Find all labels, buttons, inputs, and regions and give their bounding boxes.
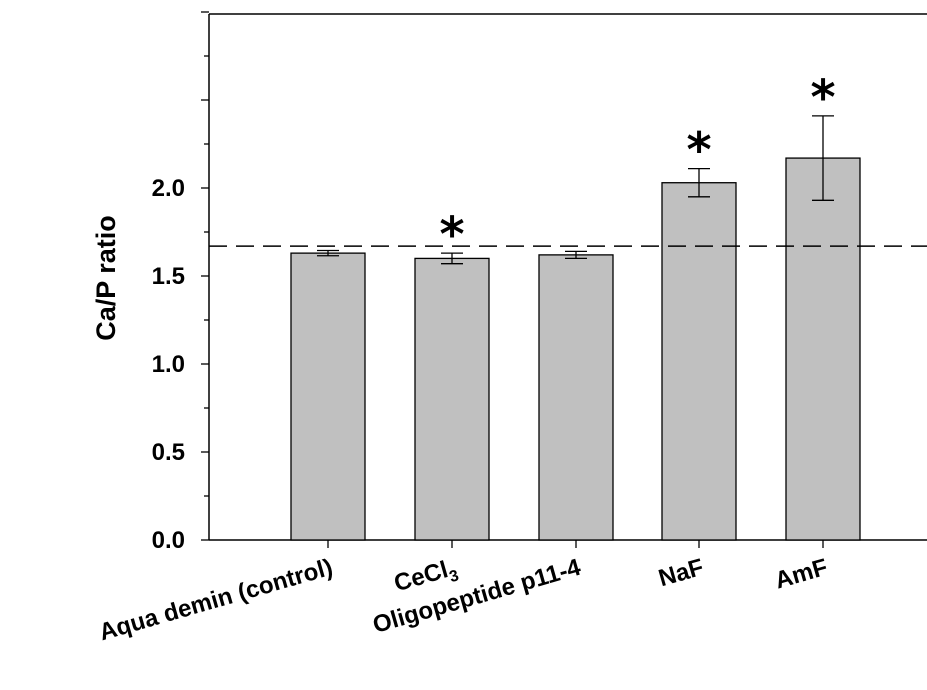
bar [414, 257, 490, 541]
significance-marker: * [439, 207, 464, 263]
x-category-label: AmF [772, 554, 831, 595]
y-tick-label: 2.0 [152, 175, 185, 202]
y-tick-label: 0.5 [152, 439, 185, 466]
y-tick-label: 0.0 [152, 527, 185, 554]
y-tick-label: 1.0 [152, 351, 185, 378]
bar [661, 182, 737, 541]
bar [785, 157, 861, 541]
x-category-label: NaF [656, 554, 707, 592]
y-axis-title: Ca/P ratio [91, 215, 121, 341]
bar [290, 252, 366, 541]
significance-marker: * [810, 70, 835, 126]
x-category-subscript: 3 [448, 567, 461, 586]
bar [538, 254, 614, 541]
significance-marker: * [686, 123, 711, 179]
y-tick-label: 1.5 [152, 263, 185, 290]
x-category-label: Aqua demin (control) [96, 554, 335, 646]
